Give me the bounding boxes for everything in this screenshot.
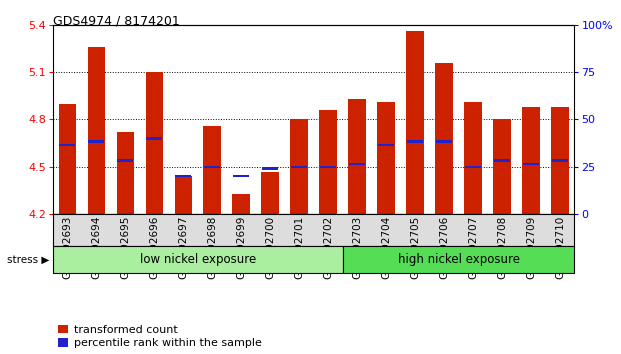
Bar bbox=[175, 176, 192, 214]
Bar bbox=[261, 172, 279, 214]
Bar bbox=[378, 144, 394, 146]
Bar bbox=[58, 104, 76, 214]
Bar bbox=[320, 166, 336, 168]
Text: high nickel exposure: high nickel exposure bbox=[397, 253, 520, 266]
Text: GSM992701: GSM992701 bbox=[294, 216, 304, 279]
Bar bbox=[60, 144, 75, 146]
Bar bbox=[117, 132, 134, 214]
Bar bbox=[465, 166, 481, 168]
Text: GSM992698: GSM992698 bbox=[207, 216, 217, 279]
Text: low nickel exposure: low nickel exposure bbox=[140, 253, 256, 266]
Bar bbox=[349, 162, 365, 165]
Bar bbox=[175, 175, 191, 177]
Bar bbox=[348, 99, 366, 214]
Text: GSM992695: GSM992695 bbox=[120, 216, 130, 279]
Bar bbox=[493, 120, 510, 214]
Text: GSM992693: GSM992693 bbox=[62, 216, 72, 279]
Bar bbox=[552, 159, 568, 162]
Bar bbox=[147, 137, 162, 139]
Bar bbox=[407, 141, 423, 143]
Bar bbox=[551, 107, 569, 214]
Legend: transformed count, percentile rank within the sample: transformed count, percentile rank withi… bbox=[58, 325, 262, 348]
Bar bbox=[343, 246, 574, 273]
Text: GSM992697: GSM992697 bbox=[178, 216, 188, 279]
Bar bbox=[435, 63, 453, 214]
Bar bbox=[522, 107, 540, 214]
Bar bbox=[436, 141, 452, 143]
Bar bbox=[53, 246, 343, 273]
Bar bbox=[204, 126, 221, 214]
Text: GSM992694: GSM992694 bbox=[91, 216, 101, 279]
Bar bbox=[232, 194, 250, 214]
Bar bbox=[319, 110, 337, 214]
Text: stress ▶: stress ▶ bbox=[7, 254, 50, 264]
Text: GSM992707: GSM992707 bbox=[468, 216, 478, 279]
Bar bbox=[262, 167, 278, 170]
Text: GSM992708: GSM992708 bbox=[497, 216, 507, 279]
Bar bbox=[406, 31, 424, 214]
Bar bbox=[291, 166, 307, 168]
Text: GSM992699: GSM992699 bbox=[236, 216, 246, 279]
Bar bbox=[378, 102, 395, 214]
Bar bbox=[88, 47, 105, 214]
Text: GSM992710: GSM992710 bbox=[555, 216, 565, 279]
Bar bbox=[233, 175, 249, 177]
Bar bbox=[88, 141, 104, 143]
Text: GSM992706: GSM992706 bbox=[439, 216, 449, 279]
Bar bbox=[145, 72, 163, 214]
Text: GSM992702: GSM992702 bbox=[323, 216, 333, 279]
Bar bbox=[291, 120, 308, 214]
Text: GSM992703: GSM992703 bbox=[352, 216, 362, 279]
Text: GDS4974 / 8174201: GDS4974 / 8174201 bbox=[53, 14, 179, 27]
Bar bbox=[523, 162, 539, 165]
Bar bbox=[465, 102, 482, 214]
Text: GSM992700: GSM992700 bbox=[265, 216, 275, 279]
Bar bbox=[117, 159, 133, 162]
Bar bbox=[494, 159, 510, 162]
Text: GSM992705: GSM992705 bbox=[410, 216, 420, 279]
Text: GSM992709: GSM992709 bbox=[526, 216, 536, 279]
Text: GSM992696: GSM992696 bbox=[149, 216, 159, 279]
Bar bbox=[204, 166, 220, 168]
Text: GSM992704: GSM992704 bbox=[381, 216, 391, 279]
